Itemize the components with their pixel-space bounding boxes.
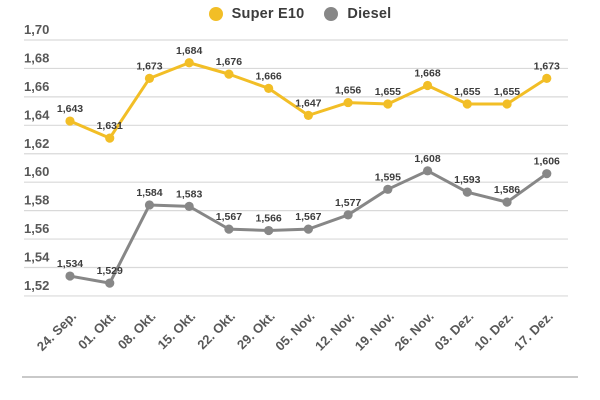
data-point-super-e10 [65,116,75,126]
value-label-diesel: 1,606 [534,156,560,168]
value-label-super-e10: 1,647 [295,97,321,109]
data-point-diesel [422,166,433,176]
value-label-diesel: 1,529 [97,265,123,277]
legend-marker-diesel-icon [324,7,339,21]
value-label-diesel: 1,608 [414,153,440,165]
data-point-diesel [383,184,393,194]
data-point-diesel [105,278,115,288]
value-label-super-e10: 1,673 [534,60,560,72]
value-label-diesel: 1,534 [57,258,83,270]
data-point-diesel [184,201,194,211]
y-tick-label: 1,70 [24,22,49,37]
data-point-diesel [65,271,75,281]
data-point-super-e10 [462,99,472,109]
data-point-diesel [303,224,313,234]
value-label-super-e10: 1,631 [97,120,123,132]
value-label-diesel: 1,577 [335,197,361,209]
data-point-diesel [144,200,155,210]
x-tick-label: 12. Nov. [312,308,357,353]
data-point-super-e10 [224,69,234,79]
data-point-diesel [462,187,472,197]
data-point-super-e10 [264,83,274,93]
y-tick-label: 1,66 [24,79,49,94]
legend-item-diesel: Diesel [324,6,391,22]
legend-label-super-e10: Super E10 [231,6,305,22]
legend-item-super-e10: Super E10 [208,6,305,22]
x-tick-label: 03. Dez. [432,308,477,353]
data-point-super-e10 [184,58,194,68]
chart-legend: Super E10 Diesel [0,6,600,22]
data-point-super-e10 [343,97,353,108]
legend-marker-super-e10-icon [208,7,223,21]
value-label-super-e10: 1,656 [335,85,361,97]
value-label-super-e10: 1,643 [57,103,83,115]
data-point-super-e10 [542,73,552,83]
value-label-diesel: 1,586 [494,184,520,196]
x-tick-label: 01. Okt. [75,308,119,352]
y-tick-label: 1,60 [24,164,49,179]
value-label-diesel: 1,567 [295,211,321,223]
value-label-super-e10: 1,666 [256,70,282,82]
data-point-super-e10 [422,80,433,91]
value-label-super-e10: 1,676 [216,56,242,68]
legend-label-diesel: Diesel [347,6,392,22]
x-tick-label: 08. Okt. [115,308,159,352]
value-label-diesel: 1,593 [454,174,480,186]
data-point-super-e10 [502,99,512,109]
value-label-super-e10: 1,673 [136,60,162,72]
value-label-super-e10: 1,655 [375,86,401,98]
value-label-diesel: 1,583 [176,188,202,200]
x-tick-label: 24. Sep. [34,308,79,353]
y-tick-label: 1,64 [24,107,50,122]
y-tick-label: 1,52 [24,278,49,293]
data-point-super-e10 [303,110,313,120]
x-tick-label: 15. Okt. [154,308,198,352]
value-label-super-e10: 1,684 [176,45,202,57]
data-point-diesel [542,169,552,179]
x-tick-label: 22. Okt. [194,308,238,352]
x-tick-label: 29. Okt. [234,308,278,352]
value-label-super-e10: 1,668 [414,68,440,80]
value-label-diesel: 1,595 [375,171,401,183]
value-label-super-e10: 1,655 [494,86,520,98]
y-tick-label: 1,54 [24,250,50,265]
y-tick-label: 1,62 [24,136,49,151]
data-point-diesel [264,225,274,236]
data-point-diesel [343,210,353,220]
value-label-diesel: 1,566 [256,213,282,225]
data-point-super-e10 [383,99,393,109]
data-point-super-e10 [105,133,115,143]
data-point-diesel [502,197,512,207]
value-label-diesel: 1,584 [136,187,162,199]
y-tick-label: 1,58 [24,193,49,208]
data-point-diesel [224,224,234,234]
x-tick-label: 05. Nov. [272,308,317,353]
x-tick-label: 17. Dez. [511,308,556,353]
x-tick-label: 19. Nov. [352,308,397,353]
x-tick-label: 10. Dez. [471,308,516,353]
y-tick-label: 1,56 [24,221,49,236]
data-point-super-e10 [144,73,155,83]
y-tick-label: 1,68 [24,50,49,65]
x-tick-label: 26. Nov. [392,308,437,353]
value-label-super-e10: 1,655 [454,86,480,98]
value-label-diesel: 1,567 [216,211,242,223]
